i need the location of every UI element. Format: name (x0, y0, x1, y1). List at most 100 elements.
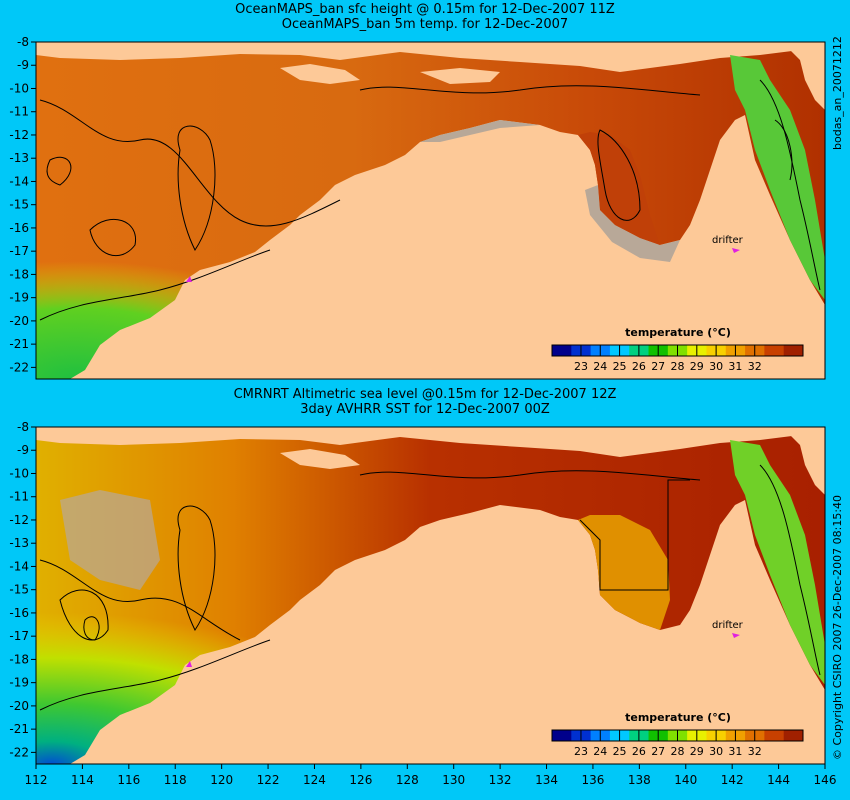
colorbar-tick-label: 30 (709, 745, 723, 758)
lat-tick-label: -15 (9, 198, 29, 212)
top-latitude-axis: -8 -9 -10 -11 -12 -13 -14 -15 -16 -17 -18 -19 -20 -21… (9, 35, 36, 374)
top-colorbar-title: temperature (°C) (625, 326, 731, 339)
colorbar-tick-label: 24 (593, 745, 607, 758)
top-drifter-track (186, 276, 192, 282)
top-contours (39, 79, 821, 321)
lat-tick-label: -10 (9, 466, 29, 480)
colorbar-tick-label: 26 (632, 360, 646, 373)
top-frame (35, 41, 826, 380)
eastern-land-bottom (760, 427, 825, 495)
northern-islands-bottom (36, 427, 825, 457)
bottom-title-line2: 3day AVHRR SST for 12-Dec-2007 00Z (300, 402, 550, 417)
colorbar-tick-label: 25 (613, 745, 627, 758)
bottom-cloud-gap (60, 490, 160, 590)
bottom-colorbar-title: temperature (°C) (625, 711, 731, 724)
colorbar-tick-label: 31 (728, 360, 742, 373)
east-cool-water-bottom (730, 440, 825, 685)
top-title-line1: OceanMAPS_ban sfc height @ 0.15m for 12-… (235, 2, 615, 17)
lon-tick-label: 120 (210, 773, 233, 787)
lat-tick-label: -19 (9, 676, 29, 690)
top-drifter-label: drifter (712, 235, 744, 246)
lat-tick-label: -16 (9, 606, 29, 620)
lon-tick-label: 138 (628, 773, 651, 787)
lat-tick-label: -14 (9, 174, 29, 188)
bottom-latitude-axis: -8 -9 -10 -11 -12 -13 -14 -15 -16 -17 -18 -19 -20 -21… (9, 420, 36, 759)
no-data-fringe (420, 120, 540, 142)
lon-tick-label: 116 (117, 773, 140, 787)
lat-tick-label: -12 (9, 128, 29, 142)
colorbar-swatch (783, 730, 804, 741)
bottom-drifter-label: drifter (712, 620, 744, 631)
lon-tick-label: 124 (303, 773, 326, 787)
colorbar-swatch (764, 730, 785, 741)
lon-tick-label: 140 (674, 773, 697, 787)
lon-tick-label: 136 (581, 773, 604, 787)
colorbar-tick-label: 26 (632, 745, 646, 758)
colorbar-tick-label: 32 (748, 360, 762, 373)
bottom-drifter-marker (732, 633, 740, 638)
lat-tick-label: -15 (9, 583, 29, 597)
lat-tick-label: -20 (9, 699, 29, 713)
lat-tick-label: -14 (9, 559, 29, 573)
colorbar-tick-label: 29 (690, 360, 704, 373)
colorbar-tick-label: 31 (728, 745, 742, 758)
lat-tick-label: -20 (9, 314, 29, 328)
gulf-warm-water (578, 132, 660, 245)
colorbar-tick-label: 24 (593, 360, 607, 373)
colorbar-tick-label: 25 (613, 360, 627, 373)
lat-tick-label: -18 (9, 267, 29, 281)
colorbar-swatch (552, 730, 572, 741)
lon-tick-label: 122 (257, 773, 280, 787)
lon-tick-label: 126 (349, 773, 372, 787)
lat-tick-label: -17 (9, 629, 29, 643)
lat-tick-label: -13 (9, 151, 29, 165)
colorbar-tick-label: 29 (690, 745, 704, 758)
colorbar-tick-label: 28 (671, 745, 685, 758)
top-colorbar-ticks: 23 24 25 26 27 28 29 30 31 32 (574, 345, 762, 373)
colorbar-tick-label: 28 (671, 360, 685, 373)
top-colorbar: temperature (°C) 23 24 25 26 27 28 29 30 31 32 (551, 326, 804, 373)
lat-tick-label: -22 (9, 360, 29, 374)
lon-tick-label: 142 (721, 773, 744, 787)
island-2 (420, 68, 500, 84)
lon-tick-label: 132 (489, 773, 512, 787)
lon-tick-label: 130 (442, 773, 465, 787)
lon-tick-label: 114 (71, 773, 94, 787)
lat-tick-label: -17 (9, 244, 29, 258)
bottom-colorbar-ticks: 23 24 25 26 27 28 29 30 31 32 (574, 730, 762, 758)
lon-tick-label: 128 (396, 773, 419, 787)
colorbar-swatch (783, 345, 804, 356)
eastern-land (760, 42, 825, 110)
lat-tick-label: -16 (9, 221, 29, 235)
top-drifter-marker (732, 248, 740, 253)
bottom-drifter-track (186, 661, 192, 667)
lon-tick-label: 112 (25, 773, 48, 787)
bottom-title-line1: CMRNRT Altimetric sea level @0.15m for 1… (233, 387, 617, 402)
australia-land (36, 115, 825, 379)
colorbar-tick-label: 27 (651, 745, 665, 758)
lat-tick-label: -11 (9, 105, 29, 119)
colorbar-tick-label: 23 (574, 745, 588, 758)
lat-tick-label: -9 (17, 443, 29, 457)
lat-tick-label: -9 (17, 58, 29, 72)
island-1-bottom (280, 449, 360, 469)
island-1 (280, 64, 360, 84)
bottom-map-panel: drifter temperature (°C) 23 24 25 26 27 28 29 3… (36, 427, 825, 764)
lon-tick-label: 118 (164, 773, 187, 787)
bottom-frame (35, 426, 826, 765)
top-side-label: bodas_an_20071212 (831, 36, 844, 150)
top-title-line2: OceanMAPS_ban 5m temp. for 12-Dec-2007 (281, 17, 569, 32)
bottom-contours (39, 464, 821, 711)
top-map-panel: drifter temperature (°C) 23 24 25 26 27 28 29 3… (36, 42, 825, 379)
northern-islands (36, 42, 825, 72)
colorbar-tick-label: 27 (651, 360, 665, 373)
colorbar-swatch (552, 345, 572, 356)
east-cool-water (730, 55, 825, 300)
no-data-fringe-gulf (585, 185, 680, 262)
colorbar-tick-label: 32 (748, 745, 762, 758)
lat-tick-label: -10 (9, 81, 29, 95)
bottom-colorbar: temperature (°C) 23 24 25 26 27 28 29 30 31 32 (551, 711, 804, 758)
australia-land-bottom (36, 500, 825, 764)
colorbar-tick-label: 30 (709, 360, 723, 373)
